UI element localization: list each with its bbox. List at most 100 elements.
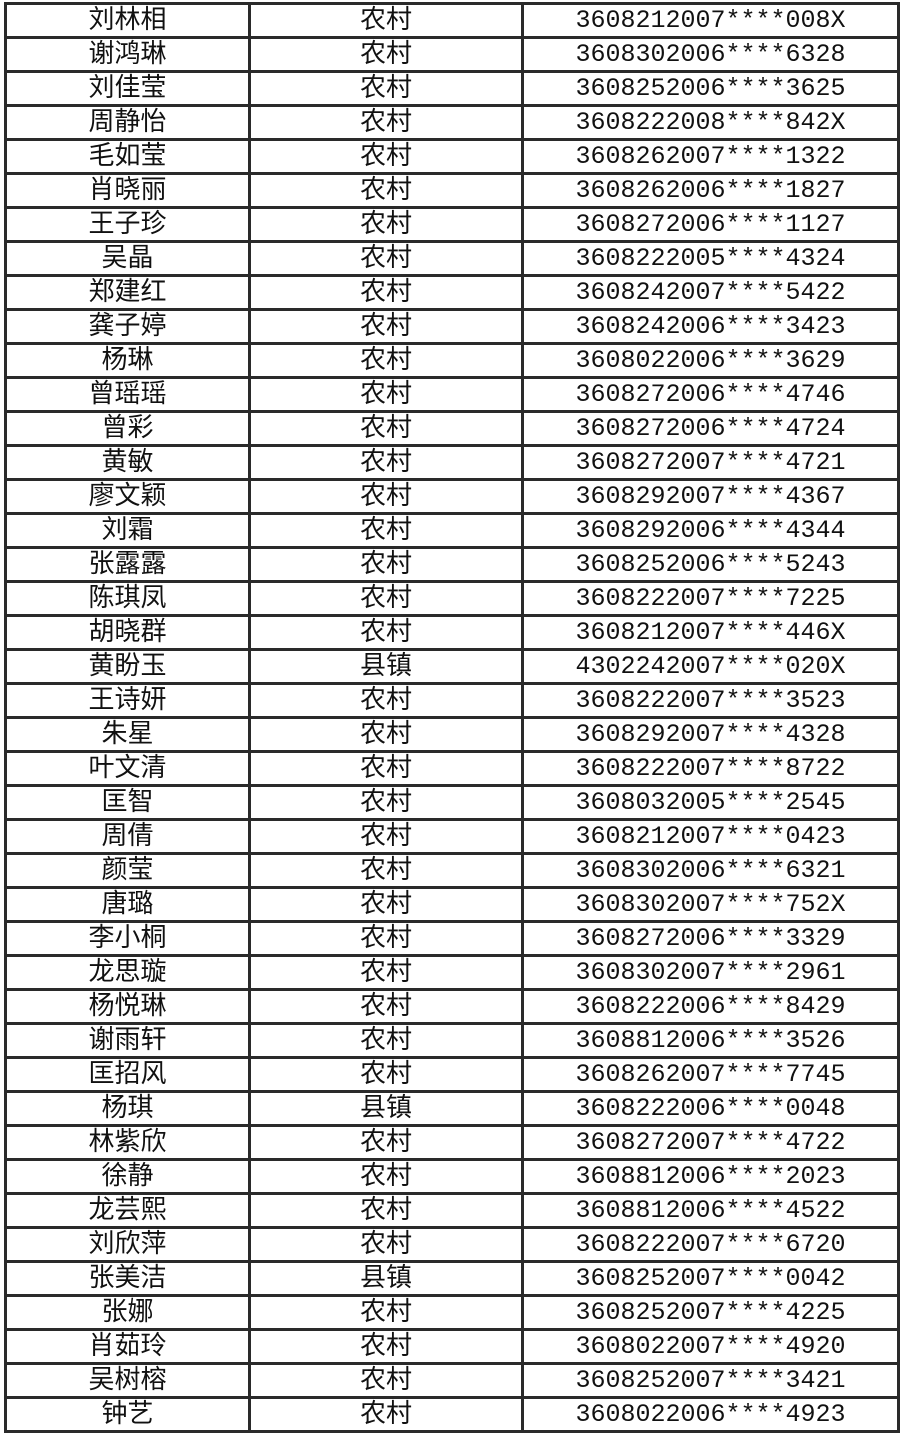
id-number-cell: 3608292007****4367 <box>521 478 900 515</box>
area-cell: 农村 <box>248 750 524 787</box>
table-row: 王子珍 农村 3608272006****1127 <box>4 206 900 243</box>
name-cell: 肖晓丽 <box>4 172 251 209</box>
id-number-cell: 3608272006****3329 <box>521 920 900 957</box>
id-number-cell: 3608222007****6720 <box>521 1226 900 1263</box>
area-cell: 农村 <box>248 1294 524 1331</box>
id-number-cell: 3608272006****4746 <box>521 376 900 413</box>
area-cell: 农村 <box>248 818 524 855</box>
table-row: 龚子婷 农村 3608242006****3423 <box>4 308 900 345</box>
id-number-cell: 3608032005****2545 <box>521 784 900 821</box>
name-cell: 叶文清 <box>4 750 251 787</box>
table-row: 张露露 农村 3608252006****5243 <box>4 546 900 583</box>
name-cell: 朱星 <box>4 716 251 753</box>
name-cell: 王诗妍 <box>4 682 251 719</box>
id-number-cell: 3608222007****3523 <box>521 682 900 719</box>
area-cell: 农村 <box>248 240 524 277</box>
table-row: 匡招风 农村 3608262007****7745 <box>4 1056 900 1093</box>
id-number-cell: 3608302007****752X <box>521 886 900 923</box>
id-number-cell: 3608302007****2961 <box>521 954 900 991</box>
id-number-cell: 3608262007****1322 <box>521 138 900 175</box>
area-cell: 农村 <box>248 682 524 719</box>
id-number-cell: 3608252007****3421 <box>521 1362 900 1399</box>
table-row: 曾彩 农村 3608272006****4724 <box>4 410 900 447</box>
id-number-cell: 3608242006****3423 <box>521 308 900 345</box>
id-number-cell: 3608222005****4324 <box>521 240 900 277</box>
id-number-cell: 3608252007****0042 <box>521 1260 900 1297</box>
table-row: 毛如莹 农村 3608262007****1322 <box>4 138 900 175</box>
name-cell: 黄盼玉 <box>4 648 251 685</box>
area-cell: 农村 <box>248 546 524 583</box>
table-row: 匡智 农村 3608032005****2545 <box>4 784 900 821</box>
name-cell: 匡智 <box>4 784 251 821</box>
table-row: 颜莹 农村 3608302006****6321 <box>4 852 900 889</box>
name-cell: 郑建红 <box>4 274 251 311</box>
name-cell: 陈琪凤 <box>4 580 251 617</box>
name-cell: 林紫欣 <box>4 1124 251 1161</box>
area-cell: 农村 <box>248 988 524 1025</box>
area-cell: 农村 <box>248 1362 524 1399</box>
area-cell: 农村 <box>248 274 524 311</box>
name-cell: 毛如莹 <box>4 138 251 175</box>
table-row: 肖晓丽 农村 3608262006****1827 <box>4 172 900 209</box>
id-number-cell: 3608292006****4344 <box>521 512 900 549</box>
table-row: 廖文颖 农村 3608292007****4367 <box>4 478 900 515</box>
area-cell: 农村 <box>248 614 524 651</box>
id-number-cell: 3608262006****1827 <box>521 172 900 209</box>
area-cell: 农村 <box>248 954 524 991</box>
name-cell: 刘霜 <box>4 512 251 549</box>
area-cell: 农村 <box>248 138 524 175</box>
name-cell: 颜莹 <box>4 852 251 889</box>
area-cell: 农村 <box>248 308 524 345</box>
table-row: 陈琪凤 农村 3608222007****7225 <box>4 580 900 617</box>
table-row: 胡晓群 农村 3608212007****446X <box>4 614 900 651</box>
name-cell: 匡招风 <box>4 1056 251 1093</box>
area-cell: 农村 <box>248 104 524 141</box>
area-cell: 农村 <box>248 342 524 379</box>
id-number-cell: 3608812006****2023 <box>521 1158 900 1195</box>
name-cell: 曾彩 <box>4 410 251 447</box>
id-number-cell: 3608222006****8429 <box>521 988 900 1025</box>
name-cell: 周静怡 <box>4 104 251 141</box>
area-cell: 农村 <box>248 1056 524 1093</box>
area-cell: 农村 <box>248 444 524 481</box>
area-cell: 农村 <box>248 852 524 889</box>
id-number-cell: 3608022007****4920 <box>521 1328 900 1365</box>
id-number-cell: 3608242007****5422 <box>521 274 900 311</box>
name-cell: 胡晓群 <box>4 614 251 651</box>
id-number-cell: 3608302006****6321 <box>521 852 900 889</box>
id-number-cell: 3608222007****7225 <box>521 580 900 617</box>
table-row: 龙芸熙 农村 3608812006****4522 <box>4 1192 900 1229</box>
id-number-cell: 3608222006****0048 <box>521 1090 900 1127</box>
name-cell: 周倩 <box>4 818 251 855</box>
name-cell: 黄敏 <box>4 444 251 481</box>
name-cell: 张露露 <box>4 546 251 583</box>
name-cell: 龚子婷 <box>4 308 251 345</box>
name-cell: 肖茹玲 <box>4 1328 251 1365</box>
area-cell: 农村 <box>248 580 524 617</box>
name-cell: 杨悦琳 <box>4 988 251 1025</box>
area-cell: 农村 <box>248 70 524 107</box>
name-cell: 李小桐 <box>4 920 251 957</box>
id-number-cell: 3608022006****3629 <box>521 342 900 379</box>
table-row: 张娜 农村 3608252007****4225 <box>4 1294 900 1331</box>
table-row: 黄盼玉 县镇 4302242007****020X <box>4 648 900 685</box>
area-cell: 农村 <box>248 1124 524 1161</box>
id-number-cell: 3608022006****4923 <box>521 1396 900 1433</box>
table-body: 刘林相 农村 3608212007****008X 谢鸿琳 农村 3608302006**… <box>4 2 900 1433</box>
table-row: 谢雨轩 农村 3608812006****3526 <box>4 1022 900 1059</box>
name-cell: 谢雨轩 <box>4 1022 251 1059</box>
name-cell: 刘林相 <box>4 2 251 39</box>
name-cell: 杨琳 <box>4 342 251 379</box>
id-number-cell: 3608812006****3526 <box>521 1022 900 1059</box>
student-table: 刘林相 农村 3608212007****008X 谢鸿琳 农村 3608302006**… <box>4 2 900 1433</box>
table-row: 杨琳 农村 3608022006****3629 <box>4 342 900 379</box>
id-number-cell: 3608272007****4721 <box>521 444 900 481</box>
table-row: 王诗妍 农村 3608222007****3523 <box>4 682 900 719</box>
table-row: 吴晶 农村 3608222005****4324 <box>4 240 900 277</box>
id-number-cell: 3608272006****4724 <box>521 410 900 447</box>
name-cell: 张娜 <box>4 1294 251 1331</box>
table-row: 唐璐 农村 3608302007****752X <box>4 886 900 923</box>
id-number-cell: 3608222007****8722 <box>521 750 900 787</box>
id-number-cell: 3608212007****0423 <box>521 818 900 855</box>
area-cell: 农村 <box>248 1022 524 1059</box>
